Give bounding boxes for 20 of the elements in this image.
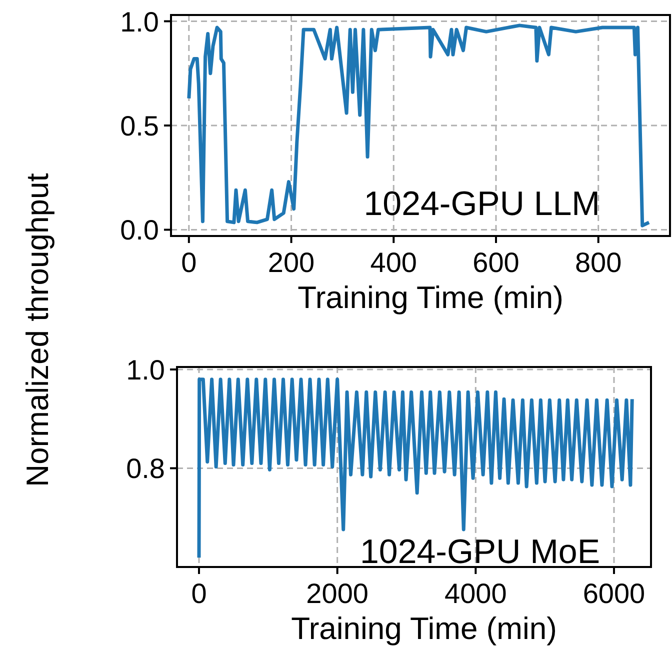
y-tick-label: 0.0 xyxy=(120,214,159,246)
line-series xyxy=(187,24,651,228)
x-tick-label: 200 xyxy=(268,247,315,278)
x-tick-label: 2000 xyxy=(306,578,368,609)
x-tick-label: 600 xyxy=(472,247,520,278)
x-tick-label: 4000 xyxy=(444,578,507,609)
x-axis-title: Training Time (min) xyxy=(291,611,557,646)
x-tick-label: 0 xyxy=(181,247,197,278)
y-tick-label: 1.0 xyxy=(126,354,165,386)
x-tick-label: 0 xyxy=(191,578,207,609)
annotation: 1024-GPU LLM xyxy=(364,185,600,223)
x-axis-title: Training Time (min) xyxy=(298,280,564,315)
y-axis-title: Normalized throughput xyxy=(20,172,55,487)
y-tick-label: 0.8 xyxy=(126,453,165,484)
y-tick-label: 1.0 xyxy=(120,6,159,38)
x-tick-label: 800 xyxy=(574,247,622,278)
annotation: 1024-GPU MoE xyxy=(360,533,600,571)
x-tick-label: 400 xyxy=(370,247,417,278)
y-tick-label: 0.5 xyxy=(120,110,159,142)
x-tick-label: 6000 xyxy=(582,578,646,609)
